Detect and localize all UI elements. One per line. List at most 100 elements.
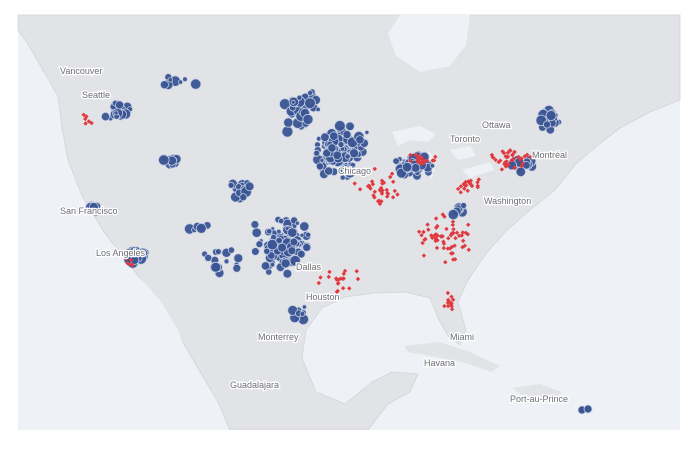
blue-marker: [355, 135, 365, 145]
red-marker: [500, 149, 505, 154]
red-marker: [372, 189, 377, 194]
land: [17, 14, 681, 431]
blue-marker: [327, 143, 337, 153]
blue-marker: [305, 231, 312, 238]
blue-marker: [113, 110, 119, 116]
red-marker: [334, 276, 339, 281]
cuba: [404, 342, 500, 372]
red-marker: [327, 269, 332, 275]
blue-marker: [296, 94, 303, 101]
red-marker: [379, 191, 385, 196]
red-marker: [371, 193, 376, 198]
red-marker: [454, 230, 460, 235]
red-marker: [372, 166, 377, 172]
red-marker: [466, 180, 472, 185]
blue-marker: [115, 100, 125, 110]
place-label: Washington: [484, 196, 531, 206]
blue-marker: [287, 246, 297, 256]
blue-marker: [287, 227, 298, 238]
blue-marker: [315, 162, 324, 171]
red-marker: [341, 271, 346, 276]
blue-marker: [329, 131, 339, 141]
red-marker: [519, 163, 524, 169]
red-marker: [466, 222, 471, 227]
red-marker: [421, 160, 427, 165]
place-label: Guadalajara: [230, 380, 279, 390]
blue-marker: [302, 113, 314, 125]
blue-marker: [167, 77, 173, 83]
red-marker: [462, 186, 467, 191]
blue-marker: [320, 132, 330, 142]
red-marker: [446, 297, 451, 303]
hispaniola: [512, 384, 562, 400]
blue-marker: [344, 153, 351, 160]
red-marker: [445, 303, 451, 309]
red-marker: [83, 121, 88, 126]
place-label: Havana: [424, 358, 455, 368]
place-label: Houston: [306, 292, 340, 302]
red-marker: [416, 229, 422, 234]
red-marker: [347, 286, 352, 291]
red-marker: [420, 240, 425, 246]
place-label: Chicago: [338, 166, 371, 176]
blue-marker: [239, 193, 248, 202]
red-marker: [125, 261, 130, 266]
blue-marker: [269, 262, 276, 268]
blue-marker: [158, 154, 170, 166]
red-marker: [84, 114, 89, 119]
red-marker: [458, 190, 463, 195]
blue-marker: [210, 261, 222, 273]
red-marker: [465, 188, 470, 193]
place-label: Vancouver: [60, 66, 102, 76]
red-marker: [504, 159, 509, 164]
red-marker: [124, 256, 129, 261]
red-marker: [352, 181, 357, 186]
red-marker: [431, 158, 437, 163]
blue-marker: [348, 166, 357, 175]
red-marker: [435, 233, 440, 238]
red-marker: [389, 171, 395, 176]
red-marker: [354, 269, 359, 274]
blue-marker: [182, 76, 188, 82]
red-marker: [419, 233, 424, 238]
blue-marker: [266, 238, 279, 251]
red-marker: [518, 157, 523, 162]
red-marker: [377, 187, 382, 193]
blue-marker: [250, 220, 260, 229]
red-marker: [357, 187, 363, 192]
red-marker: [466, 247, 471, 252]
blue-marker: [278, 218, 285, 225]
blue-marker: [342, 130, 352, 140]
red-marker: [451, 230, 456, 235]
red-marker: [438, 234, 444, 239]
red-marker: [451, 257, 456, 262]
blue-marker: [345, 121, 355, 132]
blue-marker: [313, 149, 321, 157]
blue-marker: [227, 246, 235, 254]
red-marker: [422, 237, 427, 242]
blue-marker: [251, 247, 260, 256]
red-marker: [450, 222, 455, 228]
red-marker: [505, 150, 511, 155]
blue-marker: [364, 129, 370, 135]
red-marker: [426, 227, 431, 232]
red-marker: [456, 233, 462, 238]
blue-marker: [244, 181, 255, 192]
blue-marker: [204, 253, 213, 262]
red-marker: [326, 274, 331, 280]
red-marker: [446, 236, 451, 241]
red-marker: [449, 294, 454, 299]
red-marker: [463, 179, 468, 185]
blue-marker: [334, 120, 346, 132]
blue-marker: [460, 202, 468, 209]
blue-marker: [447, 208, 459, 221]
blue-marker: [177, 79, 184, 85]
red-marker: [388, 174, 393, 180]
blue-marker: [266, 228, 273, 235]
blue-marker: [348, 148, 359, 159]
red-marker: [449, 307, 455, 312]
red-marker: [510, 158, 515, 163]
red-marker: [83, 116, 88, 122]
